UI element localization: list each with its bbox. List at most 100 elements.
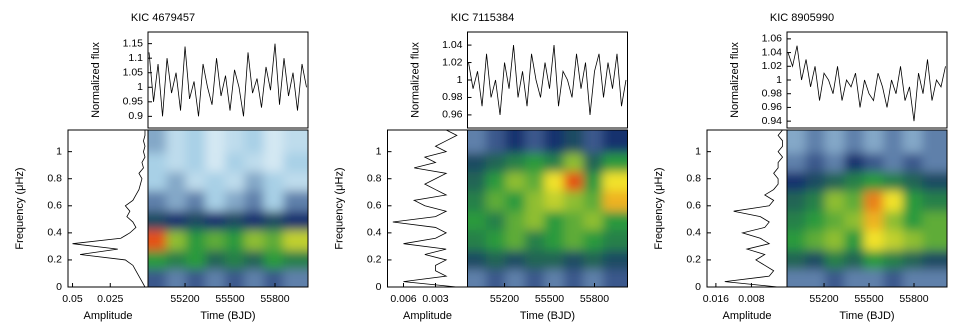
- heatmap-cell: [824, 189, 848, 212]
- heatmap-cell: [148, 130, 170, 154]
- heatmap-cell: [166, 247, 189, 270]
- heatmap-cell: [805, 169, 828, 191]
- heatmap-cells: [148, 130, 308, 287]
- heatmap-cell: [244, 266, 267, 287]
- heatmap-cell: [902, 228, 926, 251]
- heatmap-cell: [883, 150, 906, 173]
- heatmap-cell: [205, 169, 228, 191]
- heatmap-cell: [824, 247, 848, 270]
- y-axis-label: Frequency (μHz): [14, 167, 26, 249]
- heatmap-cell: [485, 189, 509, 212]
- heatmap-cell: [902, 130, 926, 154]
- heatmap-cell: [902, 247, 926, 270]
- x-tick-label: 55800: [899, 293, 928, 305]
- heatmap-cell: [524, 247, 548, 270]
- heatmap-cell: [863, 266, 887, 287]
- y-tick-label: 0.8: [686, 173, 701, 185]
- y-tick-label: 0.4: [47, 227, 62, 239]
- heatmap-cell: [563, 189, 587, 212]
- heatmap-cell: [467, 130, 489, 154]
- heatmap-cell: [602, 228, 628, 251]
- heatmap-cell: [805, 150, 828, 173]
- heatmap-cell: [844, 228, 867, 251]
- heatmap-cell: [524, 266, 548, 287]
- heatmap-cell: [524, 208, 548, 231]
- y-tick-label: 0.2: [367, 254, 382, 266]
- heatmap-cell: [602, 169, 628, 191]
- heatmap-cell: [824, 150, 848, 173]
- heatmap-cell: [185, 208, 209, 231]
- plot-frame: [467, 129, 628, 288]
- heatmap-cell: [883, 247, 906, 270]
- x-tick-label: 0.016: [703, 293, 729, 305]
- heatmap-cell: [485, 169, 509, 191]
- y-tick-label: 1.02: [442, 56, 463, 68]
- y-axis-label: Normalized flux: [90, 42, 102, 118]
- y-tick-label: 0.95: [123, 96, 144, 108]
- heatmap-cell: [824, 208, 848, 231]
- heatmap-cell: [185, 169, 209, 191]
- heatmap-cell: [844, 169, 867, 191]
- heatmap-cell: [902, 189, 926, 212]
- heatmap-cell: [283, 130, 308, 154]
- heatmap-cell: [805, 247, 828, 270]
- y-tick-label: 0.98: [442, 91, 463, 103]
- x-tick-label: 0.025: [97, 293, 123, 305]
- heatmap-cell: [863, 228, 887, 251]
- y-tick-label: 0.2: [686, 254, 701, 266]
- y-tick-label: 0.96: [762, 101, 783, 113]
- heatmap: [467, 130, 628, 287]
- heatmap-cell: [563, 228, 587, 251]
- heatmap-cell: [224, 266, 248, 287]
- heatmap-cell: [883, 189, 906, 212]
- y-tick-label: 1.04: [442, 39, 463, 51]
- heatmap-cell: [922, 150, 947, 173]
- x-axis-label: Amplitude: [84, 310, 133, 322]
- plot-frame: [147, 129, 309, 288]
- heatmap-cell: [283, 228, 308, 251]
- heatmap-cell: [902, 266, 926, 287]
- heatmap: [148, 130, 308, 287]
- y-tick-label: 1: [137, 81, 143, 93]
- heatmap-cell: [602, 247, 628, 270]
- heatmap-cell: [524, 150, 548, 173]
- x-axis-label: Time (BJD): [520, 310, 575, 322]
- y-axis-label: Normalized flux: [729, 42, 741, 118]
- heatmap-cell: [505, 228, 528, 251]
- y-tick-label: 1.06: [762, 33, 783, 45]
- heatmap-cell: [505, 208, 528, 231]
- heatmap-cell: [863, 208, 887, 231]
- heatmap-cell: [148, 266, 170, 287]
- y-tick-label: 0.8: [367, 173, 382, 185]
- heatmap-cell: [844, 189, 867, 212]
- heatmap-cell: [787, 130, 809, 154]
- y-tick-label: 0.4: [686, 227, 701, 239]
- heatmap-cell: [824, 130, 848, 154]
- heatmap-cell: [544, 208, 567, 231]
- heatmap-cell: [244, 247, 267, 270]
- heatmap-cell: [844, 208, 867, 231]
- heatmap-cell: [563, 208, 587, 231]
- heatmap-cell: [544, 247, 567, 270]
- plot-frame: [786, 129, 948, 288]
- heatmap-cell: [883, 266, 906, 287]
- heatmap-cell: [505, 169, 528, 191]
- y-tick-label: 0: [376, 281, 382, 293]
- x-tick-label: 55800: [260, 293, 289, 305]
- plot-frame: [706, 129, 788, 288]
- y-tick-label: 0: [56, 281, 62, 293]
- heatmap-cell: [485, 208, 509, 231]
- heatmap-cell: [787, 228, 809, 251]
- heatmap-cell: [148, 150, 170, 173]
- amplitude-line: [724, 129, 784, 288]
- y-tick-label: 0.6: [686, 200, 701, 212]
- heatmap-cell: [505, 247, 528, 270]
- x-tick-label: 0.003: [422, 293, 448, 305]
- x-tick-label: 55500: [535, 293, 564, 305]
- heatmap-cell: [283, 208, 308, 231]
- x-axis-label: Time (BJD): [200, 310, 255, 322]
- plot-frame: [147, 31, 309, 129]
- heatmap-cell: [602, 189, 628, 212]
- heatmap-cell: [205, 266, 228, 287]
